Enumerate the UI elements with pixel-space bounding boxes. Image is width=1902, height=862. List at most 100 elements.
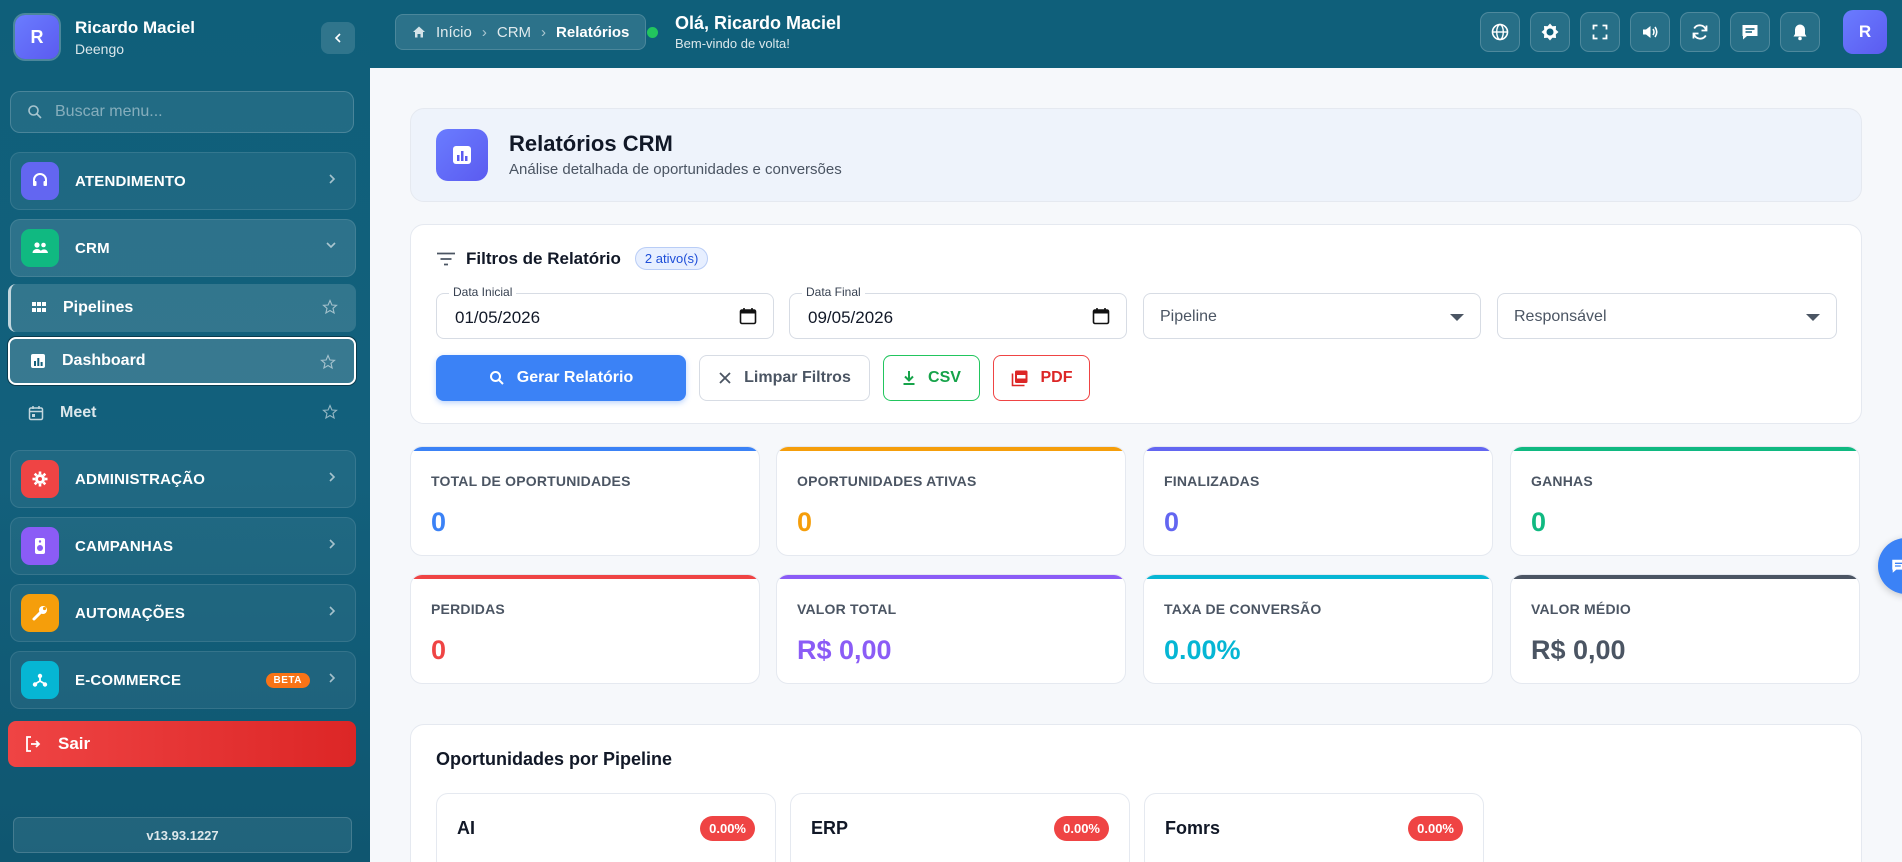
breadcrumb-crm[interactable]: CRM [496, 23, 532, 41]
logout-button[interactable]: Sair [8, 721, 356, 767]
export-pdf-label: PDF [1040, 369, 1073, 386]
menu-item-administracao[interactable]: ADMINISTRAÇÃO [10, 450, 356, 508]
refresh-icon [1692, 24, 1708, 40]
pdf-icon [1011, 370, 1027, 387]
pipeline-select[interactable]: Pipeline [1143, 293, 1481, 339]
stat-value: 0 [1164, 507, 1180, 537]
start-date-label: Data Inicial [449, 285, 517, 299]
chat-icon [1742, 25, 1758, 40]
stat-accent-bar [1511, 575, 1859, 579]
hub-icon [21, 661, 59, 699]
chat-button[interactable] [1730, 12, 1770, 52]
stat-value: 0 [797, 507, 813, 537]
avatar[interactable]: R [15, 15, 59, 59]
stat-value: 0 [1531, 507, 1547, 537]
refresh-button[interactable] [1680, 12, 1720, 52]
pipeline-select-placeholder: Pipeline [1160, 308, 1217, 325]
gear-icon [21, 460, 59, 498]
sidebar-item-pipelines[interactable]: Pipelines [8, 284, 356, 332]
pipeline-name: Fomrs [1165, 818, 1221, 838]
breadcrumb-separator: › [481, 23, 487, 41]
stat-label: FINALIZADAS [1164, 473, 1260, 489]
sound-button[interactable] [1630, 12, 1670, 52]
breadcrumb-relatorios: Relatórios [556, 23, 630, 41]
stat-value: 0 [431, 507, 447, 537]
stat-value: R$ 0,00 [1531, 635, 1626, 665]
chevron-left-icon [334, 33, 341, 43]
filter-icon [437, 252, 455, 265]
menu-item-label: AUTOMAÇÕES [75, 604, 186, 622]
chevron-right-icon [329, 673, 336, 683]
dropdown-arrow-icon [1806, 314, 1820, 321]
calendar-icon[interactable] [1092, 307, 1110, 325]
end-date-field[interactable]: Data Final 09/05/2026 [789, 285, 1127, 339]
chat-fab-button[interactable] [1878, 538, 1902, 594]
pipeline-name: ERP [811, 818, 849, 838]
brightness-icon [1541, 23, 1559, 41]
pipeline-name: AI [457, 818, 475, 838]
star-icon[interactable] [322, 299, 338, 315]
filters-title: Filtros de Relatório 2 ativo(s) [436, 247, 709, 270]
stat-card-active: OPORTUNIDADES ATIVAS 0 [776, 446, 1126, 556]
topbar: Início › CRM › Relatórios Olá, Ricardo M… [370, 0, 1902, 68]
search-icon [28, 105, 42, 119]
sidebar-item-dashboard[interactable]: Dashboard [8, 337, 356, 385]
fullscreen-button[interactable] [1580, 12, 1620, 52]
collapse-sidebar-button[interactable] [321, 22, 355, 54]
stat-value: R$ 0,00 [797, 635, 892, 665]
clear-filters-button[interactable]: Limpar Filtros [699, 355, 870, 401]
menu-search[interactable] [10, 91, 354, 133]
calendar-icon[interactable] [739, 307, 757, 325]
active-filters-badge: 2 ativo(s) [634, 247, 709, 270]
menu-item-atendimento[interactable]: ATENDIMENTO [10, 152, 356, 210]
menu-item-label: CAMPANHAS [75, 537, 174, 555]
start-date-value: 01/05/2026 [455, 308, 541, 327]
company-name: Deengo [75, 41, 125, 57]
stat-value: 0 [431, 635, 447, 665]
user-avatar[interactable]: R [1843, 10, 1887, 54]
menu-item-label: CRM [75, 239, 110, 257]
generate-report-button[interactable]: Gerar Relatório [436, 355, 686, 401]
chat-icon [1892, 559, 1902, 573]
menu-item-label: E-COMMERCE [75, 671, 182, 689]
start-date-field[interactable]: Data Inicial 01/05/2026 [436, 285, 774, 339]
language-button[interactable] [1480, 12, 1520, 52]
menu-item-automacoes[interactable]: AUTOMAÇÕES [10, 584, 356, 642]
stat-card-total: TOTAL DE OPORTUNIDADES 0 [410, 446, 760, 556]
menu-item-campanhas[interactable]: CAMPANHAS [10, 517, 356, 575]
menu-item-crm[interactable]: CRM [10, 219, 356, 277]
logout-label: Sair [58, 734, 91, 753]
download-icon [903, 371, 915, 385]
pipeline-card[interactable]: Fomrs 0.00% [1144, 793, 1484, 862]
pipeline-card[interactable]: ERP 0.00% [790, 793, 1130, 862]
export-csv-button[interactable]: CSV [883, 355, 980, 401]
stat-accent-bar [1144, 575, 1492, 579]
volume-icon [1643, 26, 1658, 38]
pipeline-card[interactable]: AI 0.00% [436, 793, 776, 862]
star-icon[interactable] [322, 404, 338, 420]
stat-accent-bar [777, 447, 1125, 451]
logout-icon [26, 736, 41, 752]
notifications-button[interactable] [1780, 12, 1820, 52]
greeting-title: Olá, Ricardo Maciel [675, 13, 842, 33]
sub-item-label: Pipelines [63, 299, 134, 316]
owner-select[interactable]: Responsável [1497, 293, 1837, 339]
export-pdf-button[interactable]: PDF [993, 355, 1090, 401]
fullscreen-icon [1592, 24, 1608, 40]
stat-label: TAXA DE CONVERSÃO [1164, 601, 1322, 617]
star-icon[interactable] [320, 354, 336, 370]
chevron-down-icon [326, 242, 336, 249]
user-name: Ricardo Maciel [75, 18, 195, 37]
beta-badge: BETA [265, 673, 310, 688]
breadcrumb-inicio[interactable]: Início [436, 23, 472, 41]
sidebar-item-meet[interactable]: Meet [8, 389, 356, 437]
bell-icon [1793, 24, 1807, 41]
pipelines-section: Oportunidades por Pipeline AI 0.00% ERP … [410, 724, 1862, 862]
menu-item-ecommerce[interactable]: E-COMMERCE BETA [10, 651, 356, 709]
theme-toggle-button[interactable] [1530, 12, 1570, 52]
greeting-subtitle: Bem-vindo de volta! [675, 36, 790, 51]
user-info: Ricardo Maciel Deengo [75, 18, 195, 57]
stat-accent-bar [777, 575, 1125, 579]
globe-icon [1491, 23, 1509, 41]
menu-search-input[interactable] [55, 103, 335, 121]
